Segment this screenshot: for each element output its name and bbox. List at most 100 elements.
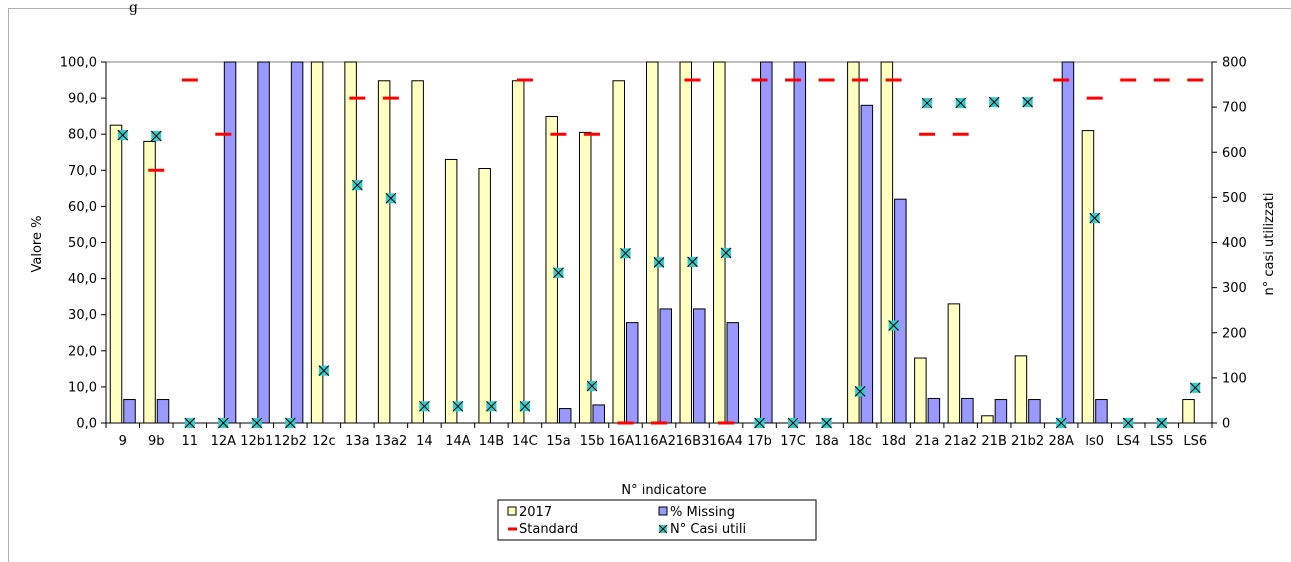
bar-2017 [444,158,458,424]
casi-marker-cross [653,257,665,268]
right-axis: 0 100 200 300 400 500 600 700 800 [1211,56,1247,432]
casi-marker [620,247,631,259]
y-tick-label: 10,0 [68,380,97,395]
casi-marker [452,400,464,412]
casi-marker-cross [385,192,397,204]
legend-swatch-casi-icon [658,524,668,534]
casi-marker [117,129,129,141]
casi-marker [720,247,732,259]
standard-dashes [148,78,1204,425]
y2-tick-label: 500 [1222,191,1247,206]
casi-marker [184,417,196,429]
casi-marker-cross [720,247,732,259]
casi-marker [687,256,698,268]
y-tick-label: 80,0 [68,128,97,143]
x-tick-label: 12c [312,434,336,449]
bar-2017 [143,140,156,424]
x-tick-label: 16A2 [642,434,676,449]
casi-marker-cross [419,400,430,412]
legend-label-missing: % Missing [670,505,735,520]
y-tick-label: 70,0 [68,164,97,179]
legend-box [497,499,817,541]
casi-marker-cross [452,400,464,412]
legend-label-casi: N° Casi utili [670,522,746,537]
casi-marker [1189,382,1201,394]
casi-marker-cross [988,96,1000,108]
casi-marker [888,320,899,331]
casi-marker [1022,96,1034,108]
casi-marker [787,417,799,429]
bar-2017 [377,80,391,424]
x-tick-label: 16A4 [709,434,743,449]
casi-marker-cross [854,386,866,397]
casi-marker-cross [217,417,229,429]
casi-marker-cross [251,417,263,429]
casi-marker [921,97,933,109]
bar-2017 [1014,355,1028,424]
y-tick-label: 90,0 [68,92,97,107]
y-tick-label: 60,0 [68,200,97,215]
bar-2017 [310,61,324,424]
bar-missing [290,61,304,424]
casi-marker [1122,417,1134,429]
bars [109,61,1195,424]
casi-marker-cross [620,247,631,259]
y-tick-label: 40,0 [68,272,97,287]
bar-missing [223,61,237,424]
x-tick-label: 14B [479,434,504,449]
casi-marker-cross [486,400,497,412]
x-tick-label: 16A1 [609,434,643,449]
bar-2017 [344,61,357,424]
x-tick-label: 21b2 [1011,434,1044,449]
y-tick-label: 50,0 [68,236,97,251]
casi-marker-cross [553,267,564,279]
bar-2017 [981,415,994,424]
casi-marker-cross [1122,417,1134,429]
x-tick-label: 18d [881,434,906,449]
legend-label-standard: Standard [519,522,578,537]
casi-marker [519,400,531,412]
casi-marker-cross [352,179,363,191]
casi-marker [553,267,564,279]
casi-marker [1055,417,1067,429]
casi-marker-cross [1022,96,1034,108]
bar-missing [994,399,1008,424]
bar-2017 [947,303,961,424]
x-tick-label: 15a [546,434,571,449]
x-tick-label: 28A [1048,434,1074,449]
casi-marker [988,96,1000,108]
y2-tick-label: 600 [1222,146,1247,161]
casi-marker [586,380,598,392]
x-tick-label: 12b2 [274,434,307,449]
casi-marker [251,417,263,429]
casi-marker [419,400,430,412]
x-tick-label: 21a [915,434,940,449]
casi-marker [1089,212,1101,224]
x-tick-label: LS6 [1183,434,1207,449]
header-fragment: g [129,0,138,16]
bar-missing [123,399,136,424]
bar-2017 [109,124,123,424]
bar-2017 [411,80,424,424]
x-tick-label: 17b [747,434,772,449]
y2-tick-label: 700 [1222,101,1247,116]
x-tick-label: 13a2 [374,434,407,449]
casi-marker-cross [1089,212,1101,224]
x-tick-label: 13a [345,434,370,449]
casi-marker [352,179,363,191]
casi-marker [1156,417,1168,429]
y-tick-label: 20,0 [68,344,97,359]
x-tick-label: 18a [814,434,839,449]
casi-marker-cross [955,97,966,109]
x-tick-label: 14A [445,434,471,449]
bar-2017 [713,61,726,424]
casi-marker [955,97,966,109]
y-axis-title: Valore % [30,216,45,273]
bar-2017 [478,167,491,424]
casi-marker [754,417,765,429]
casi-marker-cross [184,417,196,429]
casi-marker-cross [318,365,330,377]
legend: 2017 % Missing Standard N° Casi utili [497,499,817,541]
x-tick-label: 21a2 [944,434,977,449]
casi-marker-cross [787,417,799,429]
